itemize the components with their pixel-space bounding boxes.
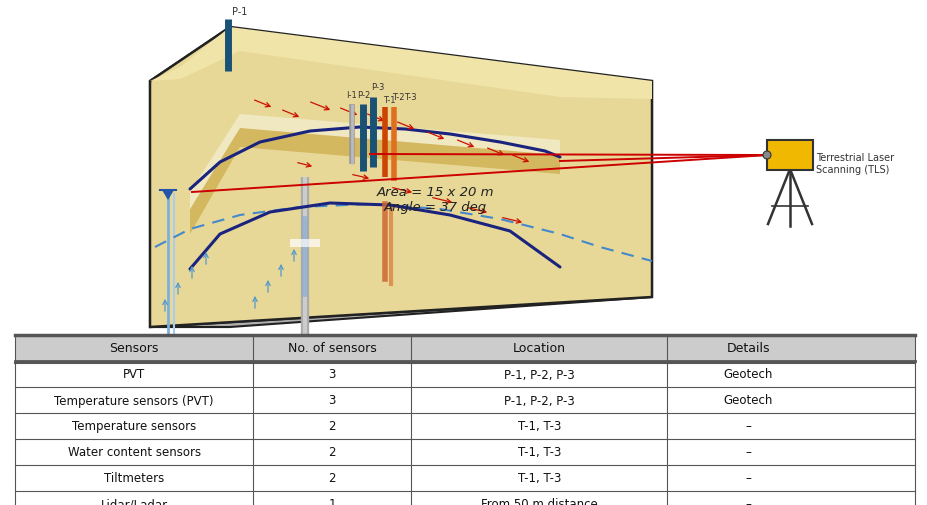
Bar	[15, 335, 915, 361]
Text: Geotech: Geotech	[724, 368, 773, 381]
Text: T-1, T-3: T-1, T-3	[517, 472, 561, 484]
Text: P-3: P-3	[371, 83, 385, 92]
Text: 2: 2	[328, 420, 336, 433]
Text: –: –	[745, 472, 752, 484]
Polygon shape	[162, 190, 174, 200]
Text: T-1: T-1	[383, 96, 396, 105]
Text: P-1: P-1	[232, 7, 248, 17]
Text: P-2: P-2	[357, 91, 370, 100]
Text: 3: 3	[328, 394, 336, 407]
Text: I-1: I-1	[346, 91, 357, 100]
Text: Sensors: Sensors	[109, 342, 159, 355]
Text: 2: 2	[328, 472, 336, 484]
Text: P-1, P-2, P-3: P-1, P-2, P-3	[504, 394, 575, 407]
Bar	[15, 491, 915, 505]
Text: 2: 2	[328, 445, 336, 459]
Text: T-2: T-2	[392, 93, 404, 102]
Text: T-1, T-3: T-1, T-3	[517, 445, 561, 459]
Bar	[15, 413, 915, 439]
Text: Temperature sensors: Temperature sensors	[72, 420, 197, 433]
Bar	[15, 439, 915, 465]
Text: From 50 m distance: From 50 m distance	[481, 497, 598, 505]
Text: 3: 3	[328, 368, 336, 381]
Polygon shape	[190, 115, 560, 210]
Text: –: –	[745, 420, 752, 433]
Text: Tiltmeters: Tiltmeters	[104, 472, 164, 484]
Text: –: –	[745, 445, 752, 459]
Polygon shape	[150, 28, 230, 327]
Text: T-3: T-3	[404, 93, 416, 102]
Polygon shape	[150, 28, 652, 327]
Polygon shape	[290, 239, 320, 247]
Text: No. of sensors: No. of sensors	[288, 342, 376, 355]
Polygon shape	[190, 128, 560, 234]
Polygon shape	[150, 28, 652, 100]
Text: Details: Details	[727, 342, 770, 355]
Text: 1: 1	[328, 497, 336, 505]
Polygon shape	[150, 297, 652, 327]
Text: Location: Location	[513, 342, 565, 355]
Text: Water content sensors: Water content sensors	[68, 445, 201, 459]
FancyBboxPatch shape	[767, 141, 813, 171]
Text: Terrestrial Laser
Scanning (TLS): Terrestrial Laser Scanning (TLS)	[816, 153, 895, 174]
Text: Geotech: Geotech	[724, 394, 773, 407]
Circle shape	[763, 152, 771, 160]
Text: –: –	[745, 497, 752, 505]
Text: P-1, P-2, P-3: P-1, P-2, P-3	[504, 368, 575, 381]
Text: T-1, T-3: T-1, T-3	[517, 420, 561, 433]
Bar	[15, 387, 915, 413]
Text: Lidar/Ladar: Lidar/Ladar	[101, 497, 168, 505]
Text: Area = 15 x 20 m
Angle = 37 deg: Area = 15 x 20 m Angle = 37 deg	[376, 186, 494, 214]
Bar	[15, 361, 915, 387]
Bar	[15, 465, 915, 491]
Text: PVT: PVT	[123, 368, 146, 381]
Text: Temperature sensors (PVT): Temperature sensors (PVT)	[55, 394, 214, 407]
